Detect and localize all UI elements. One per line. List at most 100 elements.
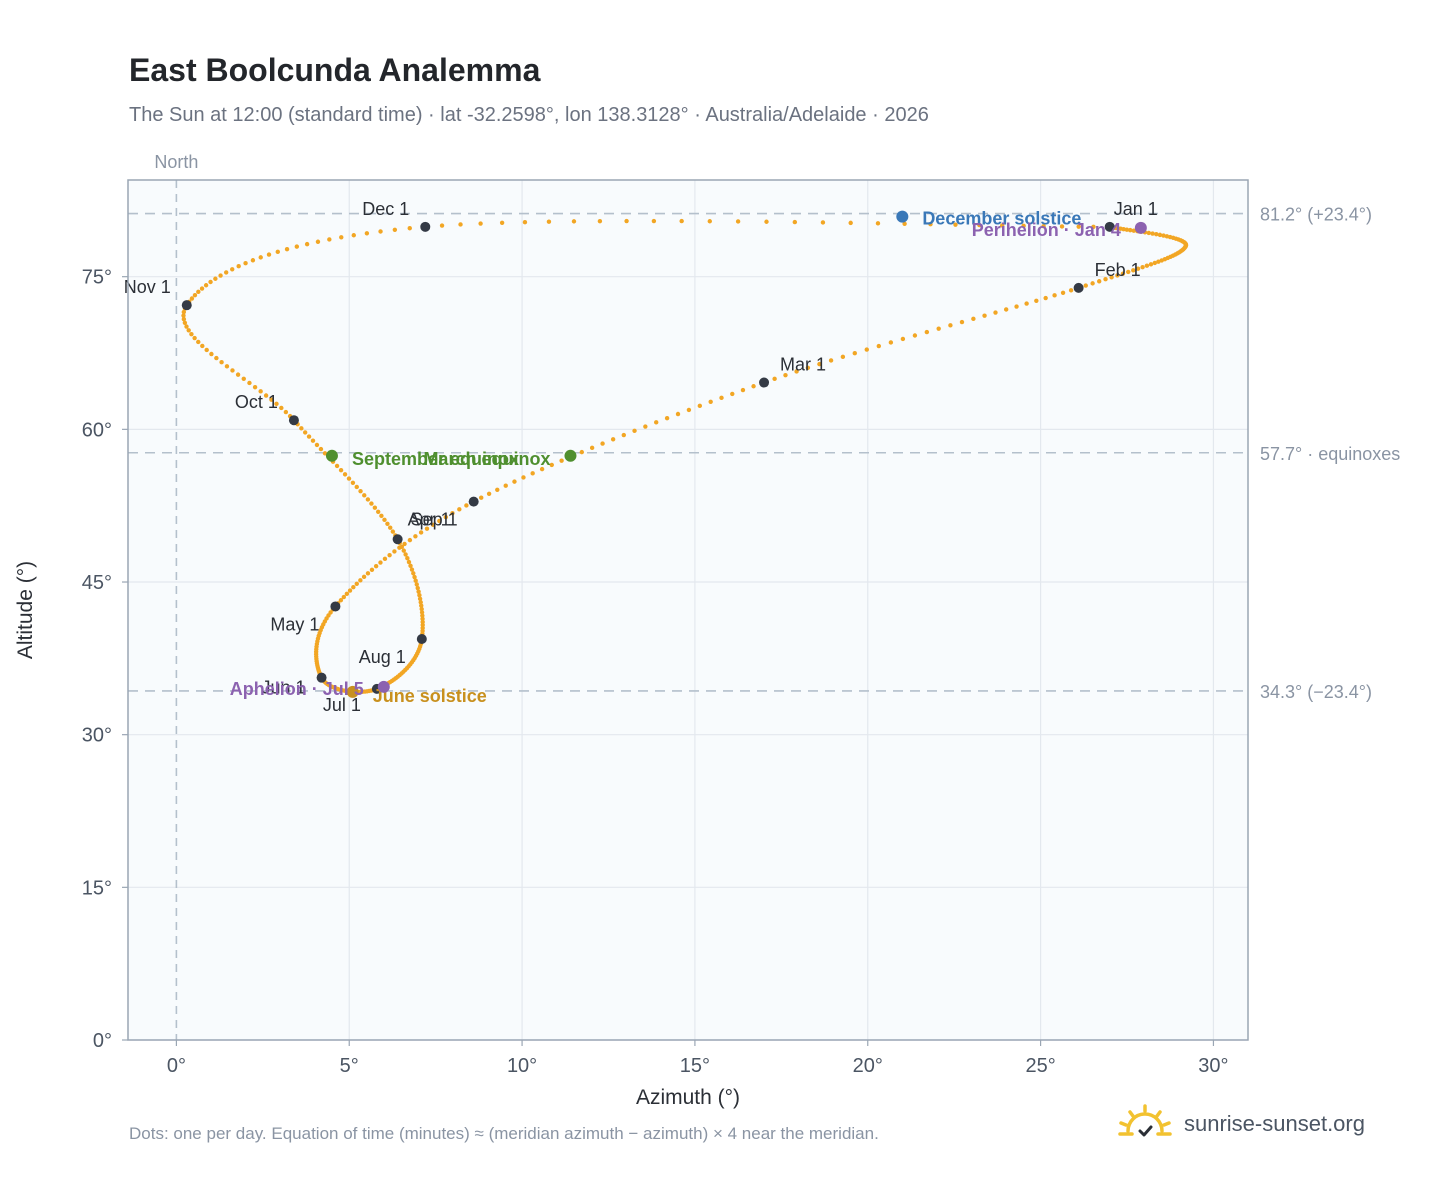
day-dot	[304, 241, 310, 247]
day-dot	[1052, 293, 1057, 298]
day-dot	[852, 350, 857, 356]
event-label: Perihelion · Jan 4	[972, 220, 1121, 240]
day-dot	[1150, 231, 1155, 236]
day-dot	[1109, 275, 1114, 280]
day-dot	[419, 603, 424, 608]
day-dot	[181, 316, 187, 322]
day-dot	[338, 467, 344, 473]
day-dot	[772, 376, 777, 382]
day-dot	[284, 246, 290, 252]
day-dot	[888, 340, 894, 345]
day-dot	[495, 487, 500, 492]
day-dot	[407, 537, 413, 543]
day-dot	[409, 567, 415, 572]
x-tick-label: 25°	[1025, 1055, 1055, 1077]
day-dot	[571, 219, 577, 224]
day-dot	[1135, 266, 1141, 271]
month-marker	[392, 534, 403, 545]
day-dot	[199, 286, 205, 291]
footnote: Dots: one per day. Equation of time (min…	[129, 1124, 879, 1143]
day-dot	[392, 549, 397, 554]
day-dot	[479, 495, 484, 500]
day-dot	[230, 267, 235, 272]
day-dot	[439, 223, 445, 228]
event-marker	[346, 685, 359, 698]
day-dot	[1068, 288, 1074, 293]
day-dot	[600, 441, 605, 446]
plot-area	[128, 180, 1248, 1040]
day-dot	[1021, 223, 1026, 229]
event-marker	[377, 680, 390, 693]
day-dot	[664, 415, 670, 421]
day-dot	[283, 409, 289, 415]
day-dot	[521, 475, 526, 480]
day-dot	[1034, 298, 1039, 303]
reference-line-label: 81.2° (+23.4°)	[1260, 205, 1372, 225]
day-dot	[358, 488, 363, 494]
event-label: Aphelion · Jul 5	[230, 679, 364, 699]
day-dot	[236, 264, 241, 269]
plot-frame	[127, 179, 1249, 1041]
brand-logo[interactable]: sunrise-sunset.org	[1118, 1098, 1365, 1150]
day-dot	[388, 525, 393, 530]
day-dot	[252, 384, 258, 390]
day-dot	[1140, 264, 1145, 270]
day-dot	[539, 466, 545, 472]
day-dot	[192, 292, 198, 298]
event-label: March equinox	[423, 449, 550, 469]
reference-line-label: 57.7° · equinoxes	[1260, 444, 1400, 464]
day-dot	[387, 552, 392, 558]
day-dot	[416, 589, 421, 594]
day-dot	[189, 331, 194, 337]
page-title: East Boolcunda Analemma	[129, 52, 541, 88]
month-marker-label: Jun 1	[262, 678, 306, 698]
day-dot	[351, 233, 356, 238]
day-dot	[405, 556, 410, 561]
day-dot	[182, 320, 188, 325]
day-dot	[430, 522, 436, 527]
day-dot	[375, 509, 381, 514]
day-dot	[1128, 227, 1133, 233]
day-dot	[902, 221, 907, 226]
day-dot	[794, 369, 799, 374]
day-dot	[848, 220, 853, 226]
day-dot	[1154, 232, 1159, 237]
month-marker	[468, 496, 479, 507]
day-dot	[817, 361, 822, 367]
month-marker	[1104, 221, 1115, 232]
day-dot	[1059, 224, 1065, 229]
day-dot	[610, 437, 616, 442]
month-marker	[416, 634, 427, 645]
day-dot	[1157, 232, 1163, 238]
day-dot	[247, 380, 252, 386]
day-dot	[274, 401, 279, 407]
day-dot	[928, 222, 933, 227]
day-dot	[1014, 304, 1019, 309]
day-dot	[478, 221, 483, 226]
event-marker	[564, 449, 577, 462]
day-dot	[530, 471, 535, 476]
month-marker	[288, 415, 299, 426]
x-tick-label: 10°	[507, 1055, 537, 1077]
day-dot	[412, 574, 417, 580]
day-dot	[632, 428, 637, 433]
day-dot	[214, 355, 219, 361]
day-dot	[196, 339, 201, 345]
day-dot	[1131, 268, 1136, 273]
north-label: North	[154, 152, 198, 172]
day-dot	[1156, 259, 1161, 264]
day-dot	[373, 563, 379, 569]
day-dot	[310, 438, 316, 443]
day-dot	[512, 479, 517, 484]
day-dot	[1115, 273, 1120, 278]
day-dot	[579, 449, 585, 455]
day-dot	[382, 556, 388, 562]
day-dot	[1097, 279, 1102, 284]
day-dot	[959, 319, 965, 325]
day-dot	[1148, 262, 1154, 267]
day-dot	[399, 544, 405, 550]
day-dot	[184, 324, 189, 329]
day-dot	[392, 227, 398, 232]
day-dot	[1103, 277, 1108, 282]
day-dot	[401, 548, 406, 553]
